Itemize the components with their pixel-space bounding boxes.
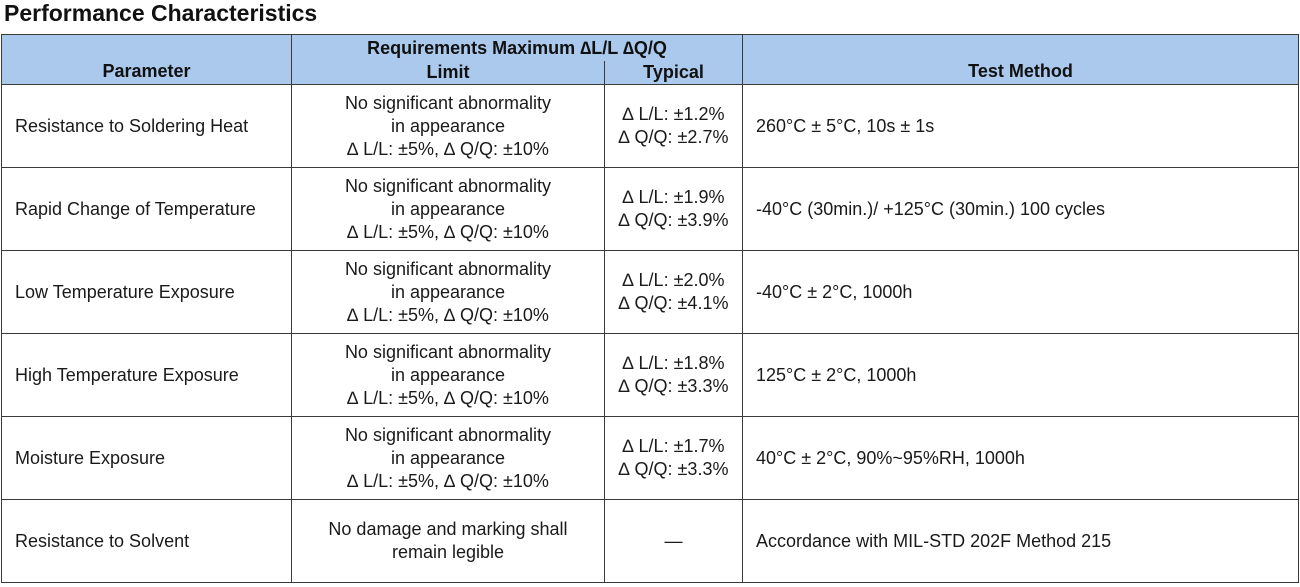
header-row: Parameter Requirements Maximum ∆L/L ∆Q/Q…	[1, 34, 1300, 85]
cell-limit: No damage and marking shall remain legibl…	[291, 499, 605, 583]
limit-line: No significant abnormality	[344, 92, 552, 113]
cell-test-method: Accordance with MIL-STD 202F Method 215	[742, 499, 1300, 583]
typical-line: ∆ Q/Q: ±4.1%	[618, 293, 729, 313]
typical-line: ∆ L/L: ±1.9%	[622, 187, 725, 207]
typical-line: ∆ Q/Q: ±3.9%	[618, 210, 729, 230]
limit-line: No significant abnormality	[344, 258, 552, 279]
typical-line: —	[664, 530, 683, 551]
cell-parameter: Resistance to Solvent	[1, 499, 292, 583]
cell-typical: ∆ L/L: ±1.8% ∆ Q/Q: ±3.3%	[603, 333, 744, 417]
limit-line: ∆ L/L: ±5%, ∆ Q/Q: ±10%	[347, 470, 549, 491]
typical-line: ∆ L/L: ±1.8%	[622, 353, 725, 373]
limit-line: ∆ L/L: ±5%, ∆ Q/Q: ±10%	[347, 138, 549, 159]
limit-line: ∆ L/L: ±5%, ∆ Q/Q: ±10%	[347, 221, 549, 242]
cell-parameter: Rapid Change of Temperature	[1, 167, 292, 251]
table-row: Resistance to Soldering Heat No significa…	[1, 84, 1300, 168]
limit-line: in appearance	[390, 115, 506, 136]
limit-line: in appearance	[390, 281, 506, 302]
table-row: High Temperature Exposure No significant …	[1, 333, 1300, 417]
table-row: Low Temperature Exposure No significant a…	[1, 250, 1300, 334]
table-row: Moisture Exposure No significant abnormal…	[1, 416, 1300, 500]
cell-test-method: 40°C ± 2°C, 90%~95%RH, 1000h	[742, 416, 1300, 500]
table-row: Rapid Change of Temperature No significan…	[1, 167, 1300, 251]
typical-line: ∆ L/L: ±1.7%	[622, 436, 725, 456]
limit-line: in appearance	[390, 447, 506, 468]
subheader-row: Limit Typical	[2, 61, 1299, 85]
header-typical: Typical	[603, 61, 744, 85]
typical-line: ∆ Q/Q: ±2.7%	[618, 127, 729, 147]
cell-test-method: 260°C ± 5°C, 10s ± 1s	[742, 84, 1300, 168]
cell-limit: No significant abnormality in appearance ∆…	[291, 167, 605, 251]
cell-limit: No significant abnormality in appearance ∆…	[291, 250, 605, 334]
limit-line: No significant abnormality	[344, 175, 552, 196]
typical-line: ∆ Q/Q: ±3.3%	[618, 459, 729, 479]
limit-line: ∆ L/L: ±5%, ∆ Q/Q: ±10%	[347, 387, 549, 408]
header-test-method: Test Method	[742, 34, 1300, 85]
cell-limit: No significant abnormality in appearance ∆…	[291, 333, 605, 417]
header-parameter: Parameter	[1, 34, 292, 85]
table-row: Resistance to Solvent No damage and marki…	[1, 499, 1300, 583]
limit-line: in appearance	[390, 198, 506, 219]
limit-line: No significant abnormality	[344, 341, 552, 362]
performance-table: Parameter Requirements Maximum ∆L/L ∆Q/Q…	[1, 34, 1300, 583]
limit-line: ∆ L/L: ±5%, ∆ Q/Q: ±10%	[347, 304, 549, 325]
cell-limit: No significant abnormality in appearance ∆…	[291, 84, 605, 168]
cell-parameter: High Temperature Exposure	[1, 333, 292, 417]
limit-line: No significant abnormality	[344, 424, 552, 445]
cell-parameter: Moisture Exposure	[1, 416, 292, 500]
cell-test-method: 125°C ± 2°C, 1000h	[742, 333, 1300, 417]
cell-typical: —	[603, 499, 744, 583]
limit-line: No damage and marking shall	[328, 519, 568, 539]
typical-line: ∆ L/L: ±2.0%	[622, 270, 725, 290]
cell-limit: No significant abnormality in appearance ∆…	[291, 416, 605, 500]
header-limit: Limit	[291, 61, 605, 85]
page-title: Performance Characteristics	[4, 0, 318, 26]
limit-line: in appearance	[390, 364, 506, 385]
cell-test-method: -40°C ± 2°C, 1000h	[742, 250, 1300, 334]
cell-parameter: Low Temperature Exposure	[1, 250, 292, 334]
typical-line: ∆ Q/Q: ±3.3%	[618, 376, 729, 396]
cell-typical: ∆ L/L: ±1.9% ∆ Q/Q: ±3.9%	[603, 167, 744, 251]
limit-line: remain legible	[391, 542, 505, 562]
cell-typical: ∆ L/L: ±1.2% ∆ Q/Q: ±2.7%	[603, 84, 744, 168]
typical-line: ∆ L/L: ±1.2%	[622, 104, 725, 124]
cell-typical: ∆ L/L: ±2.0% ∆ Q/Q: ±4.1%	[603, 250, 744, 334]
cell-typical: ∆ L/L: ±1.7% ∆ Q/Q: ±3.3%	[603, 416, 744, 500]
cell-parameter: Resistance to Soldering Heat	[1, 84, 292, 168]
cell-test-method: -40°C (30min.)/ +125°C (30min.) 100 cycl…	[742, 167, 1300, 251]
header-requirements: Requirements Maximum ∆L/L ∆Q/Q	[290, 34, 744, 61]
table-body: Resistance to Soldering Heat No significa…	[1, 84, 1300, 583]
